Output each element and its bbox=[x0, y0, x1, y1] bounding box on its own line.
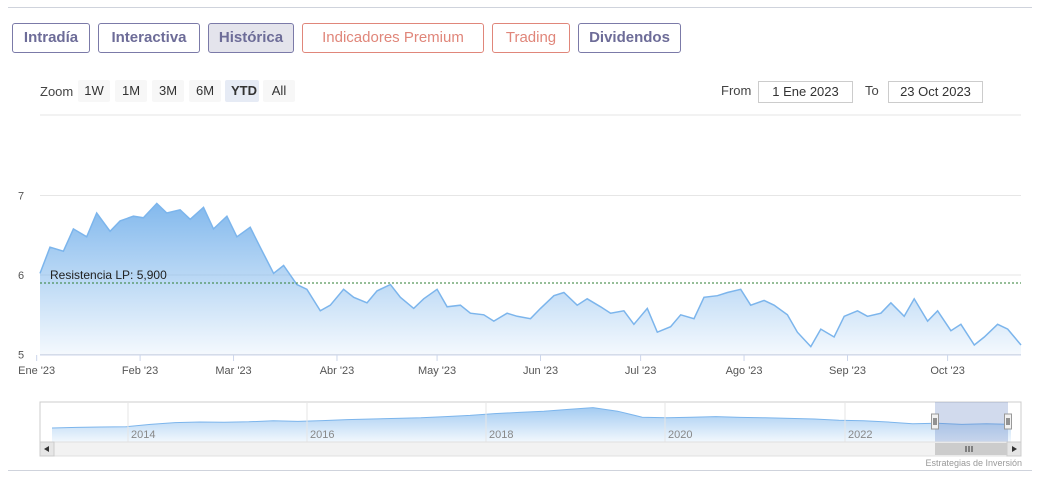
y-tick-label: 5 bbox=[18, 350, 24, 362]
resistance-label: Resistencia LP: 5,900 bbox=[50, 268, 167, 282]
navigator-tick-label: 2014 bbox=[131, 429, 155, 441]
x-tick-label: Ago '23 bbox=[726, 365, 763, 377]
x-tick-label: Ene '23 bbox=[18, 365, 55, 377]
tab-intradia[interactable]: Intradía bbox=[12, 23, 90, 53]
zoom-all-button[interactable]: All bbox=[263, 80, 295, 102]
tab-indicadores-premium[interactable]: Indicadores Premium bbox=[302, 23, 484, 53]
x-tick-label: Abr '23 bbox=[320, 365, 355, 377]
price-line bbox=[39, 202, 1022, 348]
x-tick-label: Mar '23 bbox=[215, 365, 251, 377]
navigator-tick-label: 2016 bbox=[310, 429, 334, 441]
zoom-1w-button[interactable]: 1W bbox=[78, 80, 110, 102]
navigator-line bbox=[51, 407, 1012, 429]
top-divider bbox=[8, 7, 1032, 8]
to-label: To bbox=[865, 83, 879, 98]
zoom-ytd-button[interactable]: YTD bbox=[225, 80, 259, 102]
zoom-3m-button[interactable]: 3M bbox=[152, 80, 184, 102]
chevron-left-icon bbox=[44, 446, 49, 452]
from-date-input[interactable]: 1 Ene 2023 bbox=[758, 81, 853, 103]
x-tick-label: Feb '23 bbox=[122, 365, 158, 377]
tab-trading[interactable]: Trading bbox=[492, 23, 570, 53]
price-area bbox=[40, 203, 1021, 355]
plot-area: 5 6 7 Resistencia LP: 5,900 Ene '23 Feb '23 Ma… bbox=[18, 114, 1022, 377]
navigator-tick-label: 2018 bbox=[489, 429, 513, 441]
x-tick-label: Jul '23 bbox=[625, 365, 656, 377]
zoom-1m-button[interactable]: 1M bbox=[115, 80, 147, 102]
navigator[interactable]: 2014 2016 2018 2020 2022 bbox=[39, 401, 1022, 457]
chevron-right-icon bbox=[1012, 446, 1017, 452]
x-tick-label: Oct '23 bbox=[930, 365, 965, 377]
navigator-tick-label: 2020 bbox=[668, 429, 692, 441]
y-tick-label: 6 bbox=[18, 270, 24, 282]
x-tick-label: Sep '23 bbox=[829, 365, 866, 377]
navigator-area bbox=[52, 407, 1011, 442]
zoom-6m-button[interactable]: 6M bbox=[189, 80, 221, 102]
to-date-input[interactable]: 23 Oct 2023 bbox=[888, 81, 983, 103]
x-tick-label: May '23 bbox=[418, 365, 456, 377]
y-tick-label: 7 bbox=[18, 191, 24, 203]
zoom-label: Zoom bbox=[40, 84, 74, 99]
scrollbar-track[interactable] bbox=[39, 441, 1022, 457]
navigator-right-handle[interactable] bbox=[1004, 413, 1012, 430]
tab-historica[interactable]: Histórica bbox=[208, 23, 294, 53]
navigator-tick-label: 2022 bbox=[848, 429, 872, 441]
credits-text: Estrategias de Inversión bbox=[925, 458, 1022, 468]
tab-interactiva[interactable]: Interactiva bbox=[98, 23, 200, 53]
x-tick-label: Jun '23 bbox=[523, 365, 558, 377]
bottom-divider bbox=[8, 470, 1032, 471]
navigator-left-handle[interactable] bbox=[931, 413, 939, 430]
navigator-selection[interactable] bbox=[935, 402, 1008, 442]
tab-dividendos[interactable]: Dividendos bbox=[578, 23, 681, 53]
from-label: From bbox=[721, 83, 752, 98]
